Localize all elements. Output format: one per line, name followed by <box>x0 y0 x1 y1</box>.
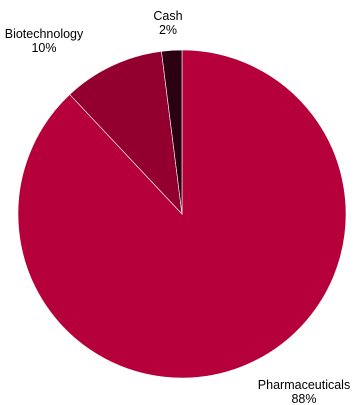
slice-label-biotechnology: Biotechnology 10% <box>5 27 84 55</box>
slice-label-value: 88% <box>291 392 316 405</box>
slice-label-name: Biotechnology <box>5 27 84 41</box>
slice-label-value: 10% <box>31 41 56 55</box>
pie-slices <box>17 49 347 379</box>
pie-slice-biotechnology <box>69 50 183 215</box>
pie-slice-cash <box>161 49 183 215</box>
slice-label-name: Cash <box>153 9 182 23</box>
slice-label-value: 2% <box>159 23 177 37</box>
slice-label-pharmaceuticals: Pharmaceuticals 88% <box>258 378 350 405</box>
slice-label-cash: Cash 2% <box>153 9 182 37</box>
slice-label-name: Pharmaceuticals <box>258 378 350 392</box>
pie-labels: Pharmaceuticals 88% Biotechnology 10% Cash 2% <box>5 9 350 405</box>
